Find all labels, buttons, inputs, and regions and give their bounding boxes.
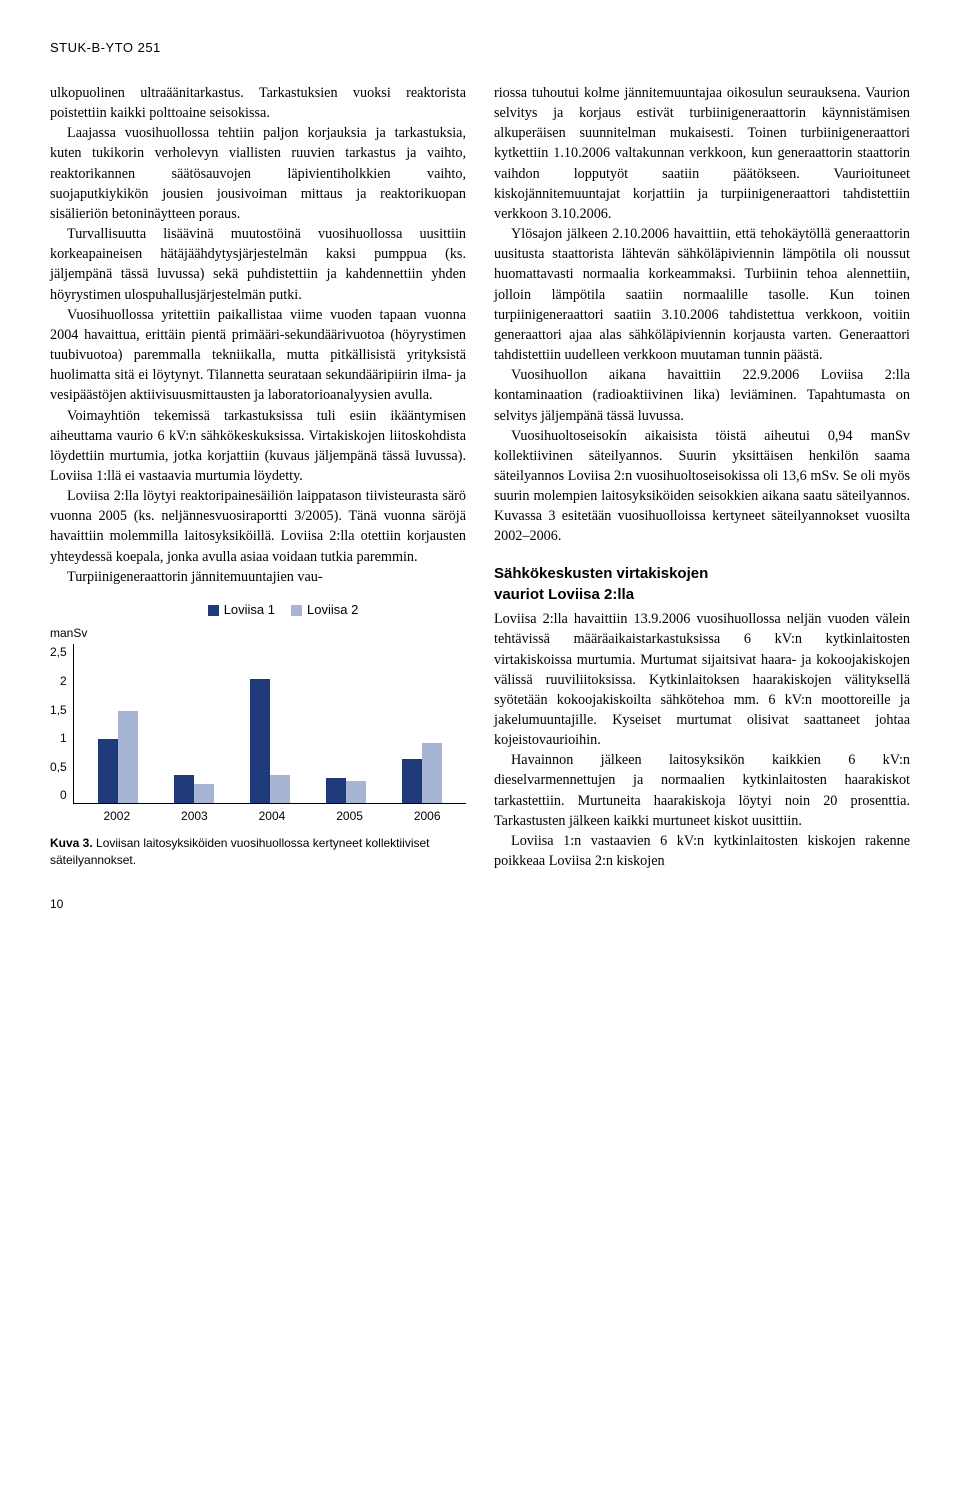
bar-series2 xyxy=(422,743,442,803)
x-tick: 2004 xyxy=(259,808,286,825)
bar-series1 xyxy=(250,679,270,804)
bar-series2 xyxy=(118,711,138,804)
bar-group xyxy=(402,743,442,803)
y-tick: 2 xyxy=(60,673,67,690)
para: Loviisa 1:n vastaavien 6 kV:n kytkinlait… xyxy=(494,831,910,871)
y-axis-label: manSv xyxy=(50,625,466,642)
x-axis: 2002 2003 2004 2005 2006 xyxy=(78,808,466,825)
bar-group xyxy=(250,679,290,804)
bar-series2 xyxy=(270,775,290,804)
chart-plot xyxy=(73,644,466,804)
y-axis: 2,5 2 1,5 1 0,5 0 xyxy=(50,644,73,804)
y-tick: 1,5 xyxy=(50,702,67,719)
para: Turvallisuutta lisäävinä muutostöinä vuo… xyxy=(50,224,466,305)
para: Loviisa 2:lla löytyi reaktoripainesäiliö… xyxy=(50,486,466,567)
subheading: Sähkökeskusten virtakiskojen vauriot Lov… xyxy=(494,563,910,606)
para: Vuosihuollon aikana havaittiin 22.9.2006… xyxy=(494,365,910,425)
para: ulkopuolinen ultraäänitarkastus. Tarkast… xyxy=(50,83,466,123)
para: Ylösajon jälkeen 2.10.2006 havaittiin, e… xyxy=(494,224,910,365)
para: Havainnon jälkeen laitosyksikön kaikkien… xyxy=(494,750,910,831)
para: riossa tuhoutui kolme jännitemuuntajaa o… xyxy=(494,83,910,224)
page-number: 10 xyxy=(50,897,910,911)
bar-series2 xyxy=(346,781,366,803)
bar-series1 xyxy=(402,759,422,804)
chart-block: Loviisa 1 Loviisa 2 manSv 2,5 2 1,5 1 0,5 0 2… xyxy=(50,601,466,868)
y-tick: 2,5 xyxy=(50,644,67,661)
right-column: riossa tuhoutui kolme jännitemuuntajaa o… xyxy=(494,83,910,871)
bar-group xyxy=(174,775,214,804)
chart-area: 2,5 2 1,5 1 0,5 0 xyxy=(50,644,466,804)
legend-item-1: Loviisa 1 xyxy=(208,601,275,619)
para: Loviisa 2:lla havaittiin 13.9.2006 vuosi… xyxy=(494,609,910,750)
para: Laajassa vuosihuollossa tehtiin paljon k… xyxy=(50,123,466,224)
x-tick: 2002 xyxy=(103,808,130,825)
report-code: STUK-B-YTO 251 xyxy=(50,40,910,55)
y-tick: 0 xyxy=(60,787,67,804)
bar-series1 xyxy=(98,739,118,803)
y-tick: 1 xyxy=(60,730,67,747)
x-tick: 2006 xyxy=(414,808,441,825)
chart-legend: Loviisa 1 Loviisa 2 xyxy=(100,601,466,619)
two-column-body: ulkopuolinen ultraäänitarkastus. Tarkast… xyxy=(50,83,910,871)
legend-label: Loviisa 2 xyxy=(307,601,358,619)
para: Vuosihuoltoseisokín aikaisista töistä ai… xyxy=(494,426,910,547)
para: Vuosihuollossa yritettiin paikallistaa v… xyxy=(50,305,466,406)
chart-caption: Kuva 3. Loviisan laitosyksiköiden vuosih… xyxy=(50,835,466,867)
bar-group xyxy=(326,778,366,804)
legend-item-2: Loviisa 2 xyxy=(291,601,358,619)
legend-label: Loviisa 1 xyxy=(224,601,275,619)
bar-series1 xyxy=(326,778,346,804)
legend-swatch-1 xyxy=(208,605,219,616)
x-tick: 2003 xyxy=(181,808,208,825)
bar-series1 xyxy=(174,775,194,804)
bar-series2 xyxy=(194,784,214,803)
bar-group xyxy=(98,711,138,804)
para: Voimayhtiön tekemissä tarkastuksissa tul… xyxy=(50,406,466,487)
x-tick: 2005 xyxy=(336,808,363,825)
left-column: ulkopuolinen ultraäänitarkastus. Tarkast… xyxy=(50,83,466,871)
y-tick: 0,5 xyxy=(50,759,67,776)
legend-swatch-2 xyxy=(291,605,302,616)
para: Turpiinigeneraattorin jännitemuuntajien … xyxy=(50,567,466,587)
